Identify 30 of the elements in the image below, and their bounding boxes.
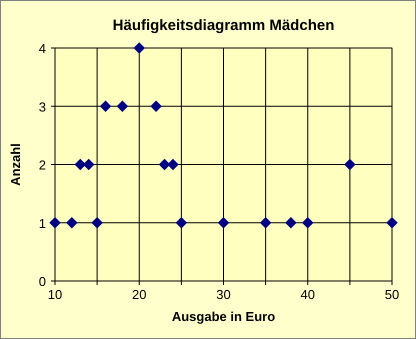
point <box>167 159 178 170</box>
y-axis-title: Anzahl <box>8 143 23 186</box>
y-tick-label: 0 <box>38 274 46 289</box>
point <box>260 217 272 228</box>
chart-title: Häufigkeitsdiagramm Mädchen <box>112 17 334 34</box>
point <box>344 159 356 170</box>
y-tick-label: 2 <box>38 158 46 172</box>
point <box>285 217 296 228</box>
point <box>92 217 103 228</box>
point <box>66 217 78 228</box>
point <box>302 217 314 228</box>
point <box>386 217 398 228</box>
point <box>116 100 128 112</box>
x-tick-label: 50 <box>384 287 400 302</box>
point <box>150 100 162 112</box>
x-tick-label: 10 <box>48 287 62 302</box>
x-tick-label: 30 <box>216 287 231 302</box>
y-tick-label: 4 <box>38 41 46 56</box>
x-tick-label: 20 <box>132 287 146 302</box>
point <box>218 217 229 228</box>
x-tick-label: 40 <box>300 287 315 302</box>
x-axis-title: Ausgabe in Euro <box>172 309 276 324</box>
y-tick-label: 3 <box>38 99 46 114</box>
point <box>134 42 145 54</box>
point <box>176 217 187 228</box>
point <box>100 100 112 112</box>
point <box>159 159 170 170</box>
y-tick-label: 1 <box>38 216 46 231</box>
point <box>50 217 60 228</box>
point <box>83 159 94 170</box>
